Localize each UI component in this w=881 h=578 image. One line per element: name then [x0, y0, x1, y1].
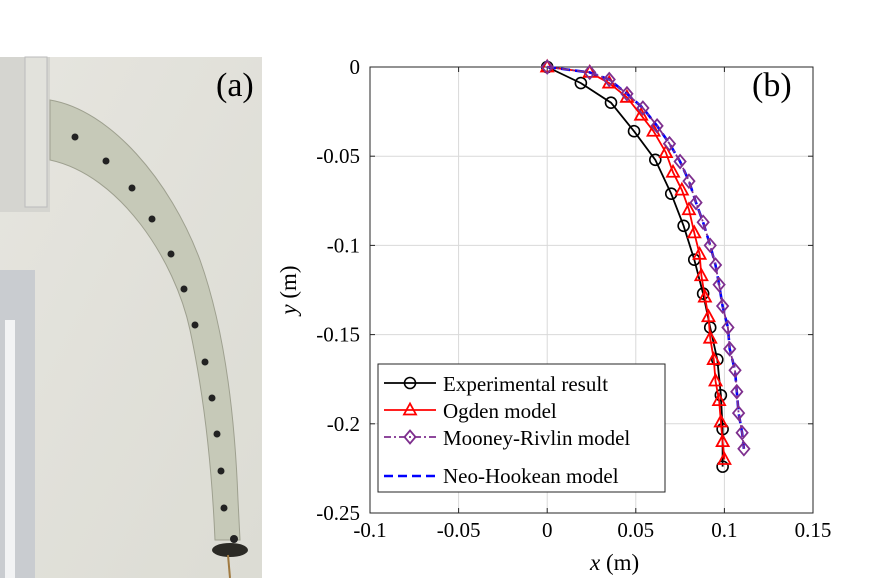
data-point-ogden: [711, 392, 727, 407]
data-point-mooney-rivlin: [730, 383, 744, 400]
data-point-mooney-rivlin: [583, 64, 597, 81]
x-tick-label: -0.05: [437, 518, 481, 542]
x-tick-label: 0.1: [711, 518, 737, 542]
series-line-ogden: [547, 66, 726, 460]
x-tick-labels: -0.1 -0.05 0 0.05 0.1 0.15: [353, 518, 831, 542]
data-point-experimental: [711, 353, 724, 366]
data-point-experimental: [627, 124, 641, 138]
legend-label-mooney-rivlin: Mooney-Rivlin model: [443, 426, 630, 450]
x-axis-var: x: [589, 550, 601, 575]
data-point-ogden: [706, 351, 722, 365]
data-point-mooney-rivlin: [602, 71, 616, 88]
y-tick-labels: 0 -0.05 -0.1 -0.15 -0.2 -0.25: [316, 55, 360, 525]
legend-marker-ogden: [402, 401, 418, 416]
y-tick-label: -0.05: [316, 144, 360, 168]
photo-soft-actuator: (a): [0, 56, 262, 578]
data-point-mooney-rivlin: [728, 362, 742, 379]
panel-a-label: (a): [216, 67, 254, 104]
data-point-ogden: [658, 144, 674, 159]
x-tick-label: 0.15: [795, 518, 832, 542]
data-point-ogden: [713, 413, 729, 428]
data-point-mooney-rivlin: [735, 424, 749, 441]
y-tick-label: -0.2: [327, 412, 360, 436]
panel-b-label: (b): [752, 67, 792, 104]
data-point-ogden: [716, 451, 732, 465]
data-point-mooney-rivlin: [540, 59, 554, 75]
data-point-ogden: [674, 181, 690, 196]
actuator-tube: [49, 99, 241, 541]
series-layer: [539, 58, 751, 473]
data-point-mooney-rivlin: [715, 298, 730, 314]
data-point-ogden: [715, 433, 731, 448]
legend-label-experimental: Experimental result: [443, 372, 608, 396]
data-point-ogden: [697, 288, 713, 303]
data-point-mooney-rivlin: [712, 276, 726, 293]
y-tick-label: 0: [350, 55, 361, 79]
data-point-ogden: [539, 58, 555, 73]
data-point-ogden: [692, 245, 708, 260]
y-tick-label: -0.15: [316, 323, 360, 347]
data-point-mooney-rivlin: [721, 319, 735, 336]
x-axis-unit: (m): [606, 550, 639, 575]
data-point-ogden: [646, 122, 662, 137]
data-point-experimental: [648, 153, 662, 167]
x-axis-label: x (m): [589, 550, 639, 575]
legend: Experimental result Ogden model Mooney-R…: [377, 363, 666, 493]
tracking-markers: [71, 133, 238, 543]
data-point-ogden: [681, 201, 697, 216]
data-point-mooney-rivlin: [703, 237, 717, 254]
data-point-ogden: [686, 224, 702, 239]
y-axis-var: y: [276, 304, 301, 317]
data-point-mooney-rivlin: [731, 405, 746, 421]
data-point-mooney-rivlin: [737, 440, 751, 457]
data-point-ogden: [582, 63, 598, 78]
legend-box: [377, 363, 666, 493]
data-point-experimental: [714, 388, 728, 402]
series-mooney-rivlin: [540, 59, 751, 457]
y-axis-unit: (m): [276, 265, 301, 298]
x-tick-label: -0.1: [353, 518, 386, 542]
data-point-mooney-rivlin: [682, 173, 696, 190]
data-point-ogden: [702, 329, 718, 344]
legend-marker-mooney-rivlin: [403, 429, 417, 445]
data-point-ogden: [700, 308, 716, 323]
legend-marker-experimental: [403, 376, 417, 390]
data-point-mooney-rivlin: [708, 257, 723, 273]
data-point-mooney-rivlin: [662, 135, 677, 152]
data-point-experimental: [574, 76, 588, 90]
data-point-experimental: [677, 219, 690, 233]
series-line-mooney-rivlin: [547, 66, 745, 449]
data-point-ogden: [708, 372, 724, 387]
y-axis-label: y (m): [276, 265, 301, 316]
data-point-ogden: [665, 163, 681, 178]
data-point-mooney-rivlin: [636, 100, 650, 116]
x-tick-label: 0: [542, 518, 553, 542]
series-experimental: [540, 60, 729, 473]
legend-label-neo-hookean: Neo-Hookean model: [443, 464, 619, 488]
data-point-mooney-rivlin: [689, 194, 703, 211]
data-point-mooney-rivlin: [673, 153, 687, 170]
data-point-mooney-rivlin: [650, 117, 664, 134]
data-point-ogden: [693, 267, 709, 282]
legend-label-ogden: Ogden model: [443, 399, 557, 423]
y-tick-label: -0.25: [316, 501, 360, 525]
data-point-mooney-rivlin: [723, 340, 737, 357]
data-point-mooney-rivlin: [620, 85, 634, 102]
data-point-experimental: [604, 96, 618, 109]
y-tick-label: -0.1: [327, 233, 360, 257]
actuator-tip: [212, 543, 248, 557]
data-point-experimental: [716, 460, 729, 473]
x-tick-label: 0.05: [617, 518, 654, 542]
tick-marks: [369, 66, 814, 514]
data-point-mooney-rivlin: [696, 214, 710, 231]
